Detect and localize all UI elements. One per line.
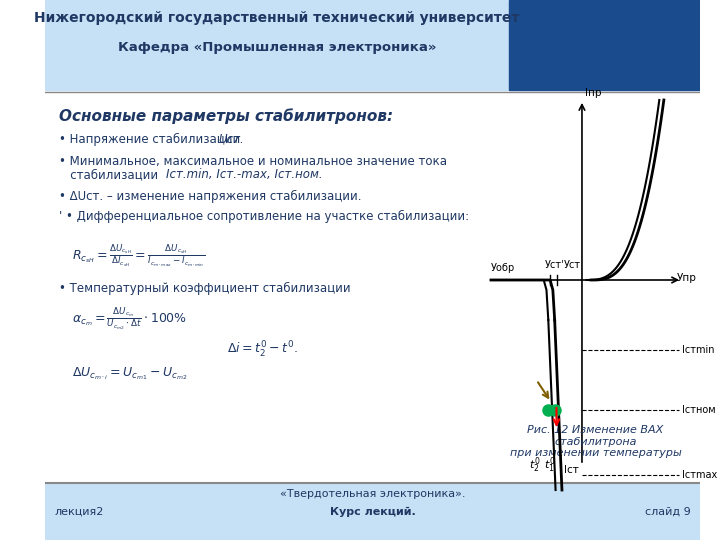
Text: лекция2: лекция2 [54,507,104,517]
Text: • ΔUст. – изменение напряжения стабилизации.: • ΔUст. – изменение напряжения стабилиза… [59,190,361,203]
Text: Кафедра «Промышленная электроника»: Кафедра «Промышленная электроника» [118,42,436,55]
Bar [45,483,701,540]
Text: Уобр: Уобр [491,263,516,273]
Text: Уст': Уст' [545,260,564,270]
Text: • Напряжение стабилизации: • Напряжение стабилизации [59,133,244,146]
Text: Упр: Упр [677,273,696,283]
Bar [45,0,701,90]
Text: Uст.: Uст. [218,133,244,146]
Text: Основные параметры стабилитронов:: Основные параметры стабилитронов: [59,108,393,124]
Text: $\Delta i = t_2^0 - t^0.$: $\Delta i = t_2^0 - t^0.$ [227,340,298,360]
Text: $\Delta U_{c_{m\cdot i}} = U_{c_{m1}} - U_{c_{m2}}$: $\Delta U_{c_{m\cdot i}} = U_{c_{m1}} - … [73,365,188,382]
Text: Iпр: Iпр [585,88,601,98]
Text: Нижегородский государственный технический университет: Нижегородский государственный технически… [35,11,520,25]
Text: $t_1^0$: $t_1^0$ [544,455,556,475]
Text: Курс лекций.: Курс лекций. [330,507,415,517]
Text: • Температурный коэффициент стабилизации: • Температурный коэффициент стабилизации [59,282,351,295]
Text: ' • Дифференциальное сопротивление на участке стабилизации:: ' • Дифференциальное сопротивление на уч… [59,210,469,223]
Text: «Твердотельная электроника».: «Твердотельная электроника». [280,489,465,499]
Text: $R_{c_{sH}} = \frac{\Delta U_{c_{sH}}}{\Delta I_{c_{sH}}} = \frac{\Delta U_{c_{s: $R_{c_{sH}} = \frac{\Delta U_{c_{sH}}}{\… [73,242,205,269]
Text: Iстmin: Iстmin [682,345,714,355]
Bar [509,0,701,90]
Text: Iстном: Iстном [682,405,716,415]
Text: $\alpha_{c_{m}} = \frac{\Delta U_{c_{m}}}{U_{c_{m2}} \cdot \Delta t} \cdot 100\%: $\alpha_{c_{m}} = \frac{\Delta U_{c_{m}}… [73,305,188,332]
Text: Iст.min, Iст.-max, Iст.ном.: Iст.min, Iст.-max, Iст.ном. [166,168,323,181]
Text: слайд 9: слайд 9 [645,507,691,517]
Text: Рис. 12 Изменение ВАХ
стабилитрона
при изменении температуры: Рис. 12 Изменение ВАХ стабилитрона при и… [510,425,682,458]
Text: Iст: Iст [564,465,579,475]
Text: • Минимальное, максимальное и номинальное значение тока: • Минимальное, максимальное и номинально… [59,155,447,168]
Text: $t_2^0$: $t_2^0$ [529,455,541,475]
Text: Уст: Уст [564,260,582,270]
Text: стабилизации: стабилизации [59,168,162,181]
Text: Iстmax: Iстmax [682,470,717,480]
